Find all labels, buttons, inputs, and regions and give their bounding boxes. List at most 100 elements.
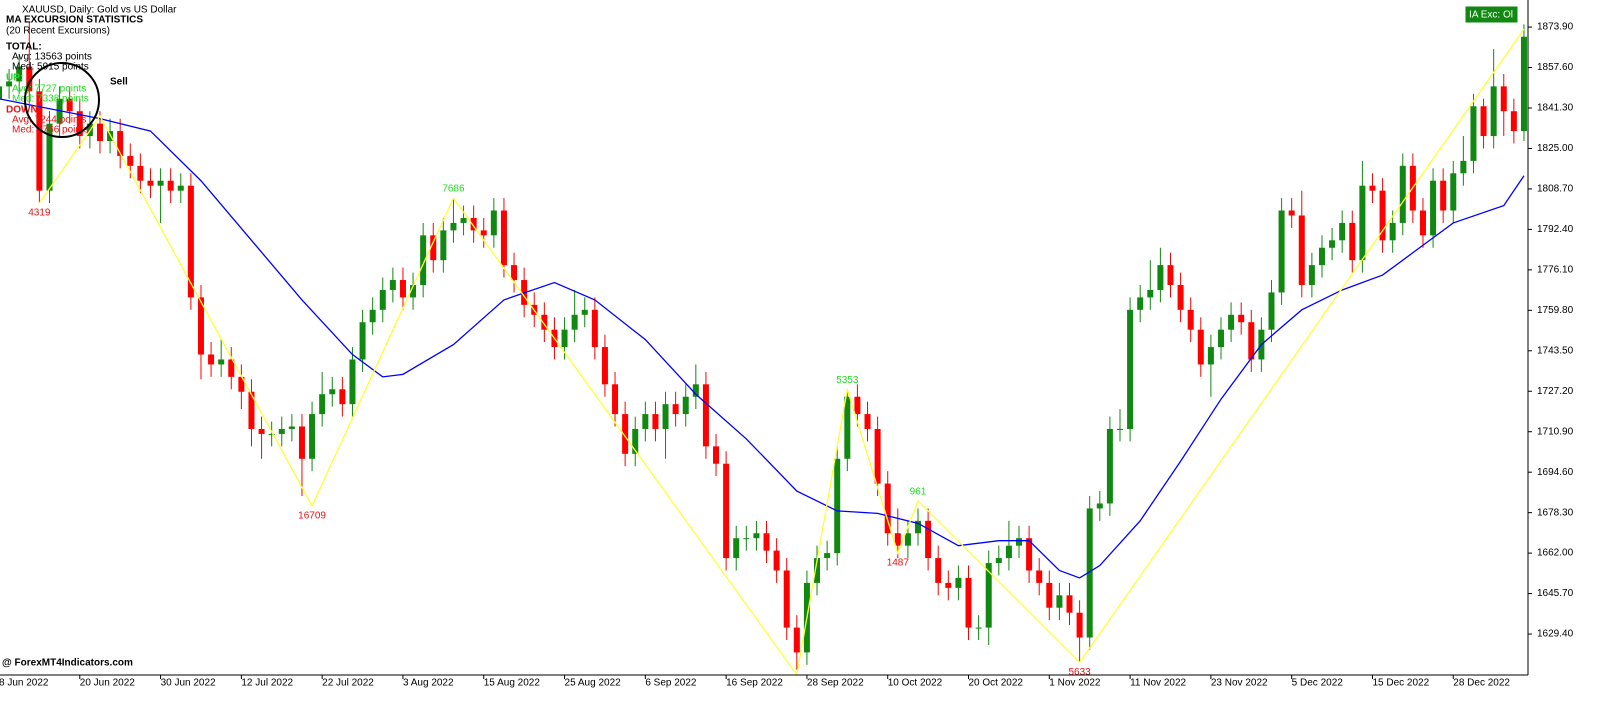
candle-body <box>410 284 417 298</box>
candle-body <box>36 91 43 191</box>
y-tick-label: 1825.00 <box>1537 143 1574 154</box>
candle-body <box>329 389 336 395</box>
toggle-button[interactable] <box>1464 5 1519 24</box>
y-tick-label: 1694.60 <box>1537 467 1574 478</box>
candle-body <box>117 131 124 156</box>
y-tick-label: 1710.90 <box>1537 426 1574 437</box>
stats-up-label: UP: <box>6 73 23 84</box>
candle-body <box>450 222 457 231</box>
candle-body <box>339 389 346 405</box>
excursion-label: 5353 <box>836 375 859 386</box>
candle-body <box>1359 185 1366 261</box>
stats-total-med: Med: 5915 points <box>12 62 89 73</box>
stats-subtitle: (20 Recent Excursions) <box>6 26 110 37</box>
y-tick-label: 1792.40 <box>1537 224 1574 235</box>
candle-body <box>218 359 225 365</box>
candle-body <box>1167 265 1174 285</box>
candle-body <box>702 384 709 447</box>
y-tick-label: 1629.40 <box>1537 629 1574 640</box>
candle-body <box>26 66 33 92</box>
candle-body <box>985 563 992 628</box>
x-tick-label: 30 Jun 2022 <box>161 678 216 689</box>
candle-body <box>1187 309 1194 330</box>
x-tick-label: 12 Jul 2022 <box>241 678 293 689</box>
candle-body <box>248 391 255 429</box>
candle-body <box>399 280 406 298</box>
candle-body <box>0 86 2 99</box>
zigzag-line <box>38 28 1525 677</box>
y-tick-label: 1678.30 <box>1537 507 1574 518</box>
excursion-label: 5633 <box>1068 667 1091 678</box>
y-tick-label: 1873.90 <box>1537 22 1574 33</box>
candle-body <box>1430 180 1437 236</box>
candle-body <box>571 314 578 330</box>
candle-body <box>601 347 608 385</box>
candle-body <box>208 354 215 365</box>
toggle-button-label[interactable]: IA Exc: Ol <box>1469 10 1513 21</box>
candle-body <box>96 123 103 142</box>
candle-body <box>440 230 447 261</box>
candle-body <box>278 428 285 434</box>
candle-body <box>995 558 1002 564</box>
candle-body <box>127 155 134 166</box>
plot-area: 4319 16709 7686 5353 1487 961 5633 <box>0 21 1527 678</box>
candle-body <box>359 322 366 360</box>
candle-body <box>1490 86 1497 137</box>
candle-body <box>197 297 204 355</box>
candle-body <box>844 396 851 459</box>
candle-body <box>470 217 477 231</box>
excursion-label: 4319 <box>28 208 51 219</box>
candle-body <box>1339 222 1346 241</box>
excursion-label: 961 <box>910 487 927 498</box>
candle-body <box>6 81 13 87</box>
y-tick-label: 1759.80 <box>1537 305 1574 316</box>
x-tick-label: 20 Oct 2022 <box>969 678 1024 689</box>
candle-body <box>793 627 800 653</box>
stats-up-avg: Avg: 7727 points <box>12 84 86 95</box>
candle-body <box>581 309 588 315</box>
candle-body <box>1076 612 1083 638</box>
candle-body <box>733 538 740 559</box>
candle-body <box>1066 595 1073 613</box>
y-tick-label: 1808.70 <box>1537 184 1574 195</box>
candle-body <box>884 483 891 534</box>
candle-body <box>1106 428 1113 504</box>
candle-body <box>167 180 174 191</box>
candle-body <box>1026 538 1033 571</box>
candle-body <box>1369 185 1376 191</box>
candle-body <box>157 180 164 186</box>
candle-body <box>834 458 841 554</box>
candle-body <box>1510 111 1517 132</box>
candle-body <box>642 414 649 429</box>
candle-body <box>1278 210 1285 293</box>
symbol-header: XAUUSD, Daily: Gold vs US Dollar <box>22 5 177 16</box>
candle-body <box>238 376 245 392</box>
candle-body <box>904 533 911 546</box>
candle-body <box>1520 36 1527 132</box>
candle-body <box>874 428 881 484</box>
stats-down-label: DOWN: <box>6 105 41 116</box>
candle-body <box>490 210 497 236</box>
candle-body <box>1329 240 1336 248</box>
y-tick-label: 1776.10 <box>1537 264 1574 275</box>
stats-total-avg: Avg: 13563 points <box>12 52 92 63</box>
candle-body <box>298 426 305 459</box>
candle-body <box>783 570 790 628</box>
excursion-label: 1487 <box>887 558 910 569</box>
candle-body <box>955 577 962 588</box>
candle-body <box>1349 222 1356 261</box>
x-tick-label: 10 Oct 2022 <box>888 678 943 689</box>
y-tick-label: 1645.70 <box>1537 588 1574 599</box>
candle-body <box>692 384 699 397</box>
candle-body <box>288 426 295 429</box>
candle-body <box>965 577 972 628</box>
candle-body <box>1450 173 1457 211</box>
candle-body <box>864 414 871 429</box>
candle-body <box>753 533 760 539</box>
x-tick-label: 6 Sep 2022 <box>645 678 697 689</box>
candle-body <box>1036 570 1043 583</box>
excursion-label: 16709 <box>298 511 326 522</box>
x-tick-label: 16 Sep 2022 <box>726 678 783 689</box>
candle-body <box>672 404 679 415</box>
